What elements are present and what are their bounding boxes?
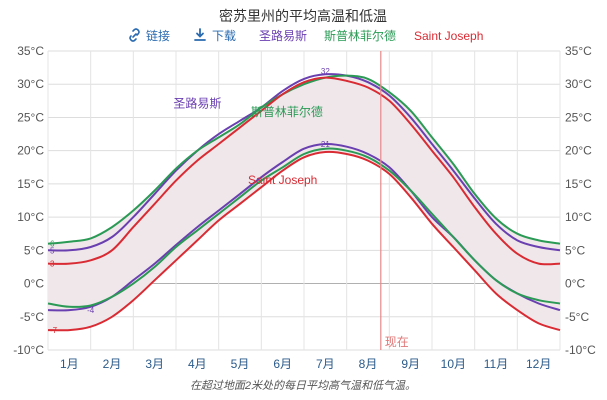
y-tick-left: 15°C [17, 177, 44, 191]
series-lines [47, 73, 561, 332]
y-tick-left: 10°C [17, 210, 44, 224]
y-tick-left: 25°C [17, 110, 44, 124]
chart-caption: 在超过地面2米处的每日平均高气温和低气温。 [190, 379, 416, 392]
y-tick-right: 20°C [565, 144, 592, 158]
x-tick-month: 6月 [273, 357, 292, 371]
now-marker: 现在 [380, 51, 409, 350]
now-label: 现在 [385, 335, 409, 349]
chart-title: 密苏里州的平均高温和低温 [219, 8, 387, 24]
y-tick-left: 20°C [17, 144, 44, 158]
series-line-4-low[interactable] [47, 147, 561, 308]
series-line-1-high[interactable] [47, 74, 561, 245]
y-tick-right: -5°C [565, 310, 589, 324]
series-inline-label: 斯普林菲尔德 [251, 104, 323, 119]
download-button[interactable]: 下载 [194, 28, 236, 43]
y-tick-left: 30°C [17, 77, 44, 91]
y-axis-ticks: 35°C 35°C30°C 30°C25°C 25°C20°C 20°C15°C 15°C… [13, 44, 596, 357]
link-button[interactable]: 链接 [129, 28, 170, 43]
y-tick-right: 15°C [565, 177, 592, 191]
series-line-2-high[interactable] [47, 76, 561, 266]
x-axis-ticks: 1月 2月 3月 4月 5月 6月 7月 8月 9月 10月 11月 12月 [60, 357, 551, 371]
x-tick-month: 11月 [484, 357, 508, 371]
y-tick-left: -5°C [20, 310, 44, 324]
y-tick-left: 0°C [24, 277, 44, 291]
x-tick-month: 4月 [188, 357, 207, 371]
toolbar: 链接 下载 圣路易斯 斯普林菲尔德 Saint Joseph [129, 28, 483, 43]
y-tick-left: -10°C [13, 343, 44, 357]
x-tick-month: 7月 [316, 357, 335, 371]
y-tick-right: 30°C [565, 77, 592, 91]
y-tick-right: 5°C [565, 243, 585, 257]
download-icon [194, 28, 206, 41]
value-end-label: 5 [50, 246, 55, 255]
series-line-5-low[interactable] [47, 150, 561, 332]
x-tick-month: 1月 [60, 357, 79, 371]
legend-item-2[interactable]: Saint Joseph [414, 29, 483, 43]
y-tick-left: 5°C [24, 243, 44, 257]
y-tick-right: 0°C [565, 277, 585, 291]
y-tick-right: 35°C [565, 44, 592, 58]
high-low-band [48, 75, 560, 331]
x-tick-month: 12月 [526, 357, 551, 371]
link-icon [129, 28, 140, 42]
x-tick-month: 5月 [231, 357, 250, 371]
download-label: 下载 [212, 29, 236, 43]
series-line-0-high[interactable] [47, 73, 561, 252]
y-tick-right: 25°C [565, 110, 592, 124]
y-tick-right: 10°C [565, 210, 592, 224]
value-end-label: 3 [50, 260, 55, 269]
legend-item-0[interactable]: 圣路易斯 [259, 28, 307, 43]
x-tick-month: 8月 [359, 357, 378, 371]
value-end-label: 21 [321, 140, 330, 149]
series-inline-label: Saint Joseph [248, 173, 317, 187]
series-inline-label: 圣路易斯 [173, 95, 221, 110]
value-end-label: -4 [87, 306, 95, 315]
value-end-label: 6 [50, 240, 55, 249]
link-label: 链接 [146, 28, 170, 43]
x-tick-month: 10月 [441, 357, 466, 371]
value-end-label: -7 [50, 326, 58, 335]
x-tick-month: 9月 [401, 357, 420, 371]
x-tick-month: 3月 [145, 357, 164, 371]
legend-item-1[interactable]: 斯普林菲尔德 [324, 28, 396, 43]
y-tick-left: 35°C [17, 44, 44, 58]
value-end-label: 32 [321, 67, 330, 76]
band-area [48, 75, 560, 331]
y-tick-right: -10°C [565, 343, 596, 357]
x-tick-month: 2月 [103, 357, 122, 371]
